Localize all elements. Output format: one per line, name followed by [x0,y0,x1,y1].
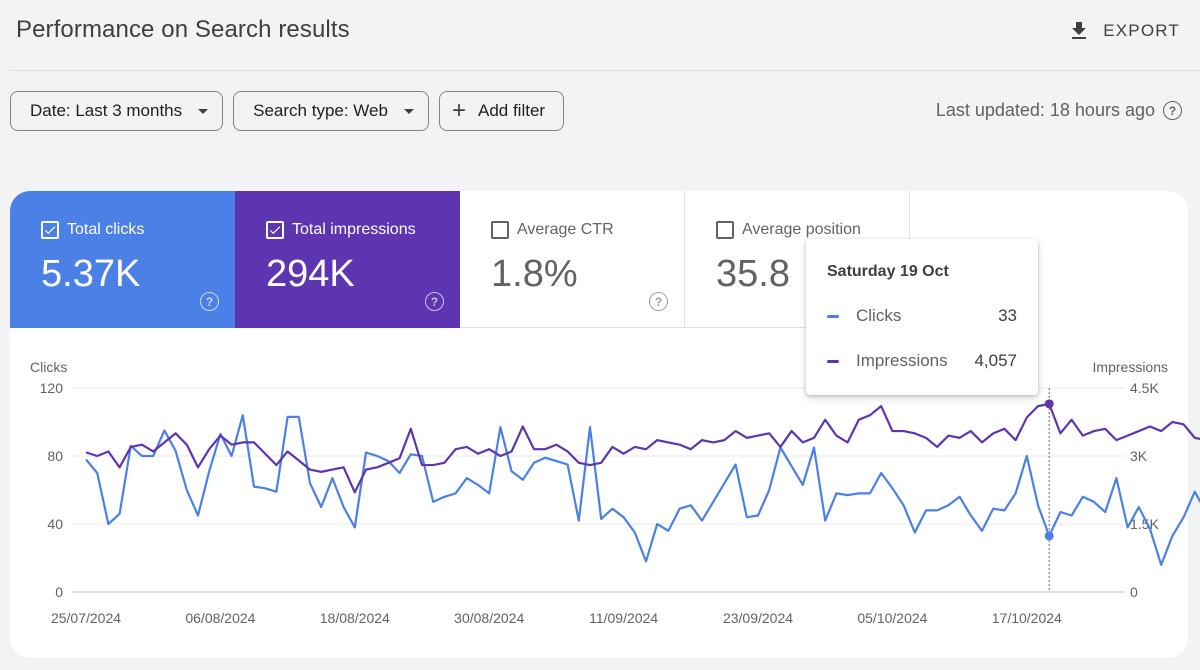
impressions-swatch [827,359,839,363]
plus-icon: + [451,97,466,124]
metric-cards: Total clicks 5.37K ? Total impressions 2… [10,191,910,328]
caret-down-icon [198,108,209,114]
metric-label: Average CTR [517,221,614,238]
impressions-highlight-point [1044,399,1054,409]
metric-label: Total clicks [67,221,145,238]
header-divider [10,70,1200,71]
x-tick-label: 06/08/2024 [185,610,255,626]
impressions-series-line [85,402,1200,494]
metric-average-ctr[interactable]: Average CTR 1.8% ? [460,191,685,328]
date-filter-label: Date: Last 3 months [30,101,183,120]
checkbox-unchecked-icon[interactable] [716,221,734,239]
checkbox-checked-icon[interactable] [41,221,59,239]
checkbox-unchecked-icon[interactable] [491,221,509,239]
right-tick-label: 4.5K [1130,380,1159,396]
page-title: Performance on Search results [16,16,350,43]
x-tick-label: 05/10/2024 [857,610,927,626]
tooltip-date: Saturday 19 Oct [827,263,949,280]
right-tick-label: 0 [1130,584,1138,600]
metric-label: Average position [742,221,861,238]
help-icon[interactable]: ? [649,292,668,311]
chart-tooltip: Saturday 19 Oct Clicks 33 Impressions 4,… [806,239,1038,395]
search-type-filter-label: Search type: Web [253,101,388,120]
clicks-highlight-point [1044,531,1054,541]
metric-value: 5.37K [41,253,141,295]
metric-label-row: Total impressions [266,221,416,239]
tooltip-series-value: 4,057 [974,351,1017,370]
last-updated-text: Last updated: 18 hours ago [935,100,1155,120]
left-tick-label: 40 [47,516,63,532]
x-tick-label: 23/09/2024 [723,610,793,626]
right-tick-label: 3K [1130,448,1148,464]
help-icon[interactable]: ? [425,292,444,311]
clicks-series-line [85,414,1200,566]
x-tick-label: 30/08/2024 [454,610,524,626]
right-axis-label: Impressions [1093,359,1168,375]
clicks-swatch [827,314,839,318]
metric-label-row: Total clicks [41,221,144,239]
metric-label: Total impressions [292,221,416,238]
checkbox-checked-icon[interactable] [266,221,284,239]
help-icon[interactable]: ? [1163,101,1182,120]
help-icon[interactable]: ? [200,292,219,311]
add-filter-label: Add filter [477,101,546,120]
right-tick-label: 1.5K [1130,516,1159,532]
tooltip-series-value: 33 [998,306,1017,325]
metric-total-impressions[interactable]: Total impressions 294K ? [235,191,460,328]
metric-value: 1.8% [491,253,578,295]
x-tick-label: 11/09/2024 [589,610,658,626]
metric-label-row: Average position [716,221,861,239]
download-icon [1072,22,1087,39]
tooltip-series-name: Clicks [856,306,902,325]
x-tick-label: 18/08/2024 [320,610,390,626]
add-filter-button[interactable]: + Add filter [438,91,565,131]
date-filter-chip[interactable]: Date: Last 3 months [10,91,224,131]
tooltip-row-clicks: Clicks 33 [827,306,1017,326]
last-updated: Last updated: 18 hours ago ? [936,100,1182,121]
search-type-filter-chip[interactable]: Search type: Web [233,91,429,131]
metric-total-clicks[interactable]: Total clicks 5.37K ? [10,191,235,328]
filter-bar: Date: Last 3 months Search type: Web + A… [10,91,565,131]
metric-value: 294K [266,253,355,295]
x-tick-label: 17/10/2024 [992,610,1062,626]
x-tick-label: 25/07/2024 [51,610,121,626]
left-axis-label: Clicks [30,359,67,375]
left-tick-label: 120 [40,380,64,396]
tooltip-row-impressions: Impressions 4,057 [827,351,1017,371]
metric-value: 35.8 [716,253,790,295]
export-button[interactable]: EXPORT [1067,14,1180,48]
page-header: Performance on Search results EXPORT [0,0,1200,70]
tooltip-series-name: Impressions [856,351,948,370]
metric-label-row: Average CTR [491,221,614,239]
left-tick-label: 0 [55,584,63,600]
left-tick-label: 80 [47,448,63,464]
caret-down-icon [403,108,414,114]
export-label: EXPORT [1103,21,1180,40]
